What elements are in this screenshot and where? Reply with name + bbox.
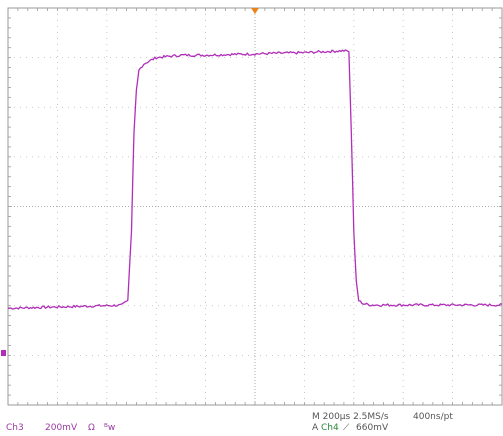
vertical-scale: 200mV [45,423,78,433]
trigger-position-marker [251,8,259,14]
bandwidth-limit: ᴮw [104,423,116,433]
channel-label: Ch3 [6,423,24,433]
trigger-source: Ch4 [321,423,339,433]
channel-ground-marker [1,349,6,356]
coupling-symbol: Ω [88,423,95,433]
trigger-level: 660mV [356,423,389,433]
trigger-slope-icon: ⟋ [343,423,350,433]
ch3-waveform [8,49,503,310]
graticule [7,7,503,406]
timebase-readout: M 200µs 2.5MS/s [312,412,389,422]
trigger-mode: A [312,423,319,433]
record-resolution: 400ns/pt [413,412,453,422]
